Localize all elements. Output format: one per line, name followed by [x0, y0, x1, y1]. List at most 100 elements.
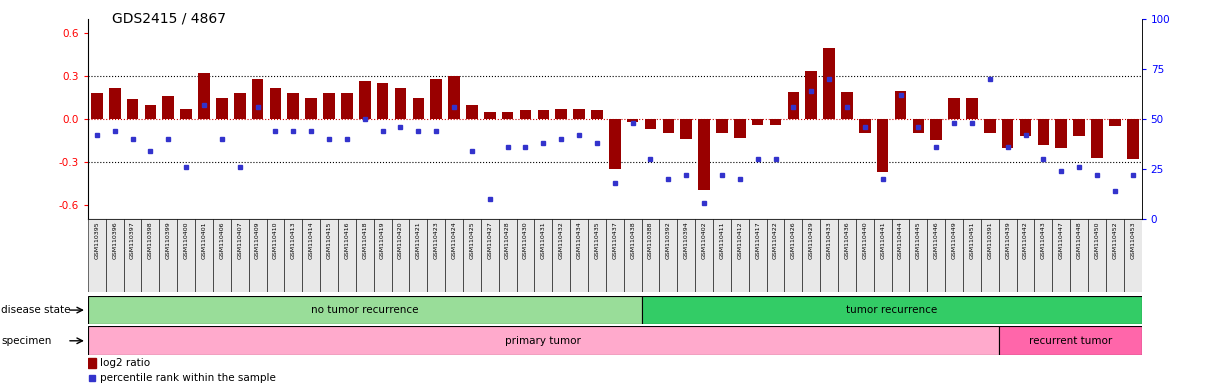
Text: GSM110410: GSM110410 [274, 221, 278, 258]
Bar [324, 93, 335, 119]
Text: GSM110430: GSM110430 [523, 221, 527, 259]
Bar [589, 219, 606, 292]
Text: tumor recurrence: tumor recurrence [846, 305, 938, 315]
Text: GSM110392: GSM110392 [665, 221, 670, 259]
Bar [984, 119, 995, 133]
Bar [784, 219, 802, 292]
Bar [177, 219, 195, 292]
Text: GSM110429: GSM110429 [808, 221, 813, 259]
Bar [484, 112, 496, 119]
Text: GSM110426: GSM110426 [791, 221, 796, 259]
Bar [717, 119, 728, 133]
Bar [498, 219, 516, 292]
Text: no tumor recurrence: no tumor recurrence [311, 305, 419, 315]
Text: GSM110395: GSM110395 [94, 221, 99, 259]
Bar [769, 119, 781, 125]
Bar [838, 219, 856, 292]
Text: GSM110399: GSM110399 [166, 221, 171, 259]
Bar [624, 219, 641, 292]
Bar [1109, 119, 1121, 126]
Text: GSM110434: GSM110434 [576, 221, 581, 259]
Text: GSM110449: GSM110449 [951, 221, 956, 259]
Text: GSM110388: GSM110388 [648, 221, 653, 258]
Text: GSM110402: GSM110402 [702, 221, 707, 259]
Bar [359, 81, 370, 119]
Text: GSM110447: GSM110447 [1059, 221, 1063, 259]
Bar [806, 71, 817, 119]
Bar [1020, 119, 1032, 136]
Text: GSM110409: GSM110409 [255, 221, 260, 259]
Bar [802, 219, 821, 292]
Bar [106, 219, 123, 292]
Bar [392, 219, 409, 292]
Bar [713, 219, 731, 292]
Text: GSM110442: GSM110442 [1023, 221, 1028, 259]
Text: GSM110427: GSM110427 [487, 221, 492, 259]
Bar [466, 105, 477, 119]
Bar [874, 219, 891, 292]
Bar [663, 119, 674, 133]
Text: GSM110397: GSM110397 [131, 221, 136, 259]
Bar [731, 219, 748, 292]
Bar [695, 219, 713, 292]
Text: GSM110419: GSM110419 [380, 221, 385, 259]
Bar [287, 93, 299, 119]
Text: GSM110436: GSM110436 [845, 221, 850, 259]
Bar [1038, 119, 1049, 145]
Text: GSM110440: GSM110440 [862, 221, 867, 259]
Text: GSM110438: GSM110438 [630, 221, 635, 259]
Bar [338, 219, 355, 292]
Text: GSM110431: GSM110431 [541, 221, 546, 259]
Bar [502, 112, 513, 119]
Bar [821, 219, 838, 292]
Bar [195, 219, 212, 292]
Bar [446, 219, 463, 292]
Bar [198, 73, 210, 119]
Text: GSM110452: GSM110452 [1112, 221, 1117, 259]
Bar [516, 219, 535, 292]
Bar [377, 83, 388, 119]
Bar [430, 79, 442, 119]
Text: GSM110445: GSM110445 [916, 221, 921, 259]
Bar [570, 219, 589, 292]
Text: GSM110398: GSM110398 [148, 221, 153, 259]
Bar [641, 219, 659, 292]
Text: GSM110407: GSM110407 [237, 221, 242, 259]
Bar [645, 119, 657, 129]
Text: GSM110416: GSM110416 [344, 221, 349, 258]
Text: GSM110437: GSM110437 [612, 221, 618, 259]
Bar [216, 98, 227, 119]
Bar [641, 296, 1142, 324]
Bar [980, 219, 999, 292]
Bar [877, 119, 889, 172]
Bar [552, 219, 570, 292]
Text: percentile rank within the sample: percentile rank within the sample [100, 373, 276, 383]
Text: GSM110432: GSM110432 [559, 221, 564, 259]
Text: GSM110414: GSM110414 [309, 221, 314, 259]
Text: GSM110413: GSM110413 [291, 221, 295, 259]
Bar [680, 119, 692, 139]
Bar [520, 111, 531, 119]
Text: GSM110415: GSM110415 [326, 221, 332, 258]
Bar [127, 99, 138, 119]
Bar [659, 219, 678, 292]
Bar [284, 219, 303, 292]
Text: GSM110418: GSM110418 [363, 221, 368, 258]
Text: GSM110450: GSM110450 [1094, 221, 1099, 258]
Bar [374, 219, 392, 292]
Bar [341, 93, 353, 119]
Text: GSM110394: GSM110394 [684, 221, 689, 259]
Text: GSM110406: GSM110406 [220, 221, 225, 258]
Text: log2 ratio: log2 ratio [100, 358, 150, 368]
Bar [841, 92, 852, 119]
Bar [88, 219, 106, 292]
Bar [945, 219, 963, 292]
Bar [413, 98, 424, 119]
Bar [573, 109, 585, 119]
Bar [698, 119, 709, 190]
Bar [1088, 219, 1106, 292]
Text: GSM110444: GSM110444 [897, 221, 904, 259]
Bar [626, 119, 639, 122]
Text: GSM110391: GSM110391 [988, 221, 993, 259]
Bar [162, 96, 175, 119]
